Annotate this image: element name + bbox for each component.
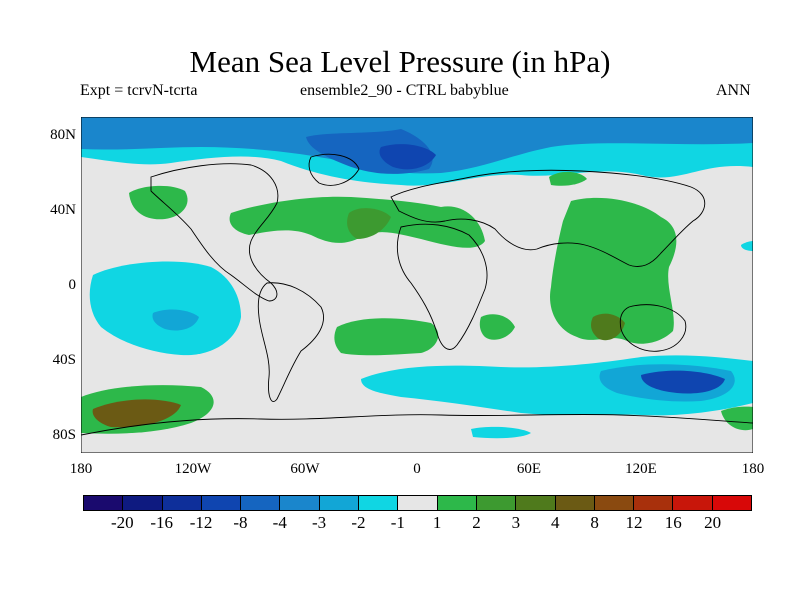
colorbar-swatch-16: [711, 495, 753, 511]
lon-label-120e: 120E: [625, 461, 657, 477]
colorbar-swatch-13: [593, 495, 634, 511]
south-africa-positive: [479, 314, 515, 340]
coast-africa: [397, 223, 488, 350]
lon-label-180e: 180: [741, 461, 765, 477]
colorbar-label-13: 12: [625, 513, 643, 532]
lon-label-60e: 60E: [516, 461, 542, 477]
colorbar-swatch-9: [436, 495, 476, 511]
indonesia-positive-core: [591, 313, 625, 341]
colorbar-label-10: 3: [511, 513, 521, 532]
colorbar-label-6: -2: [351, 513, 366, 532]
coastlines: [81, 153, 753, 436]
central-asia-positive: [549, 171, 587, 186]
colorbar-swatch-15: [672, 495, 712, 511]
lat-label-40s: 40S: [52, 352, 76, 368]
antarctic-positive-east: [721, 406, 753, 431]
colorbar-swatch-4: [240, 495, 280, 511]
lat-label-0: 0: [68, 277, 77, 293]
colorbar-label-0: -20: [111, 513, 134, 532]
colorbar: [83, 495, 753, 511]
lon-label-0: 0: [413, 461, 421, 477]
colorbar-label-14: 16: [664, 513, 682, 532]
colorbar-label-15: 20: [704, 513, 722, 532]
indian-ocean-positive: [550, 197, 677, 344]
colorbar-swatch-0: [83, 495, 123, 511]
lat-label-80n: 80N: [50, 127, 76, 143]
colorbar-swatch-8: [397, 495, 437, 511]
colorbar-label-2: -12: [189, 513, 213, 532]
lon-label-120w: 120W: [174, 461, 212, 477]
colorbar-label-11: 4: [550, 513, 560, 532]
colorbar-label-8: 1: [432, 513, 442, 532]
colorbar-swatch-11: [515, 495, 555, 511]
lon-label-60w: 60W: [290, 461, 320, 477]
colorbar-swatch-1: [122, 495, 162, 511]
coast-greenland: [308, 153, 360, 186]
colorbar-swatch-14: [633, 495, 673, 511]
colorbar-swatch-7: [358, 495, 398, 511]
south-pacific-negative: [89, 261, 241, 356]
colorbar-swatch-3: [200, 495, 241, 511]
colorbar-label-4: -4: [272, 513, 287, 532]
coast-australia: [619, 304, 687, 352]
lat-label-80s: 80S: [52, 427, 76, 443]
colorbar-label-9: 2: [472, 513, 481, 532]
arctic-negative-min: [379, 144, 436, 170]
colorbar-label-1: -16: [150, 513, 174, 532]
ensemble-label: ensemble2_90 - CTRL babyblue: [300, 82, 509, 99]
southern-ocean-negative-center: [641, 370, 725, 394]
south-atlantic-positive: [334, 318, 439, 356]
coast-south-america: [257, 282, 324, 402]
colorbar-swatch-6: [318, 495, 359, 511]
lon-label-180w: 180: [69, 461, 93, 477]
lat-label-40n: 40N: [50, 202, 76, 218]
dateline-positive: [741, 241, 753, 251]
antarctic-positive-core: [92, 399, 181, 428]
colorbar-label-3: -8: [233, 513, 248, 532]
colorbar-label-5: -3: [312, 513, 327, 532]
coast-antarctica: [81, 413, 753, 436]
colorbar-label-7: -1: [390, 513, 405, 532]
colorbar-label-12: 8: [590, 513, 599, 532]
experiment-label: Expt = tcrvN-tcrta: [80, 82, 198, 99]
season-label: ANN: [716, 82, 751, 99]
colorbar-swatch-12: [554, 495, 594, 511]
pressure-anomaly-map: [81, 117, 753, 453]
colorbar-swatch-10: [475, 495, 516, 511]
atlantic-positive-core: [347, 208, 391, 239]
colorbar-swatch-2: [161, 495, 201, 511]
south-pacific-negative-core: [152, 309, 199, 331]
coast-europe-asia: [390, 169, 706, 267]
chart-title: Mean Sea Level Pressure (in hPa): [189, 44, 611, 79]
colorbar-swatch-5: [279, 495, 319, 511]
antarctic-negative-patch: [471, 426, 531, 439]
